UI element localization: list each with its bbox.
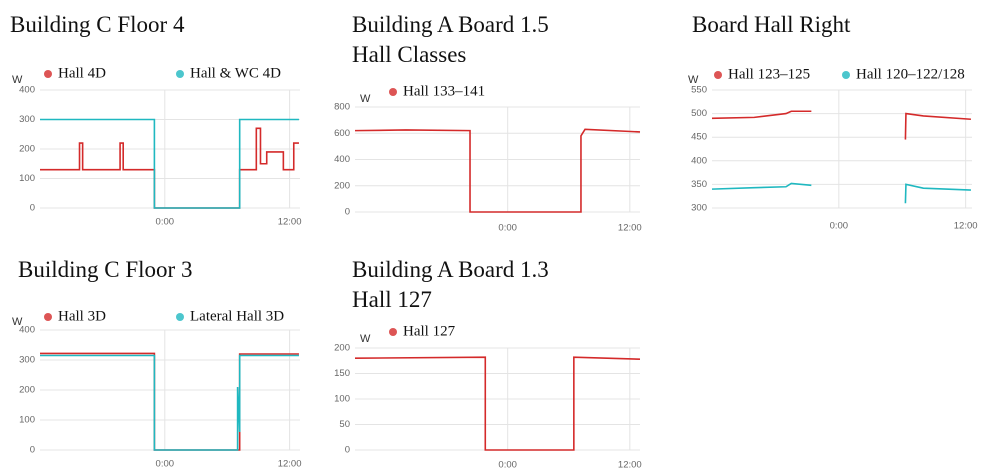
y-tick-label: 500 (691, 108, 707, 119)
line (40, 354, 299, 451)
y-tick-label: 600 (334, 128, 350, 139)
line (354, 128, 641, 213)
line (40, 127, 299, 209)
y-tick-label: 200 (334, 343, 350, 354)
y-tick-label: 300 (19, 355, 35, 366)
legend-label: Hall 120–122/128 (856, 66, 965, 82)
x-tick-label: 12:00 (278, 459, 302, 470)
y-axis-label: W (688, 74, 699, 86)
y-tick-label: 0 (345, 207, 350, 218)
chart-title: Building C Floor 4 (10, 12, 185, 37)
y-axis-label: W (360, 93, 371, 105)
line (904, 183, 971, 204)
y-tick-label: 350 (691, 179, 707, 190)
y-tick-label: 300 (691, 203, 707, 214)
y-tick-label: 200 (19, 385, 35, 396)
y-tick-label: 0 (345, 445, 350, 456)
x-tick-label: 0:00 (498, 223, 517, 234)
legend-marker (44, 70, 52, 78)
chart-title: Building A Board 1.3 Hall 127 (352, 257, 549, 312)
y-axis-label: W (360, 333, 371, 345)
y-tick-label: 50 (339, 419, 350, 430)
chart-title: Building C Floor 3 (18, 257, 193, 282)
y-tick-label: 0 (30, 445, 35, 456)
line (711, 182, 812, 190)
y-tick-label: 0 (30, 203, 35, 214)
legend-marker (389, 88, 397, 96)
line (354, 356, 641, 451)
x-tick-label: 12:00 (618, 223, 642, 234)
legend-label: Hall 3D (58, 308, 106, 324)
y-tick-label: 100 (19, 415, 35, 426)
y-tick-label: 400 (334, 154, 350, 165)
y-tick-label: 550 (691, 85, 707, 96)
legend-label: Hall & WC 4D (190, 65, 281, 81)
y-tick-label: 400 (19, 325, 35, 336)
y-tick-label: 200 (334, 180, 350, 191)
legend-marker (176, 70, 184, 78)
y-tick-label: 100 (334, 394, 350, 405)
x-tick-label: 12:00 (278, 217, 302, 228)
y-axis-label: W (12, 316, 23, 328)
line (40, 118, 299, 209)
x-tick-label: 0:00 (156, 217, 175, 228)
legend-marker (842, 71, 850, 79)
y-tick-label: 400 (691, 155, 707, 166)
legend-label: Hall 133–141 (403, 83, 485, 99)
y-tick-label: 300 (19, 114, 35, 125)
legend-label: Lateral Hall 3D (190, 308, 284, 324)
legend-marker (44, 313, 52, 321)
chart-title: Board Hall Right (692, 12, 851, 37)
y-tick-label: 100 (19, 173, 35, 184)
legend-label: Hall 123–125 (728, 66, 810, 82)
legend-marker (176, 313, 184, 321)
x-tick-label: 12:00 (954, 221, 978, 232)
legend-label: Hall 127 (403, 323, 456, 339)
legend-marker (714, 71, 722, 79)
legend-label: Hall 4D (58, 65, 106, 81)
chart-title: Building A Board 1.5 Hall Classes (352, 12, 549, 67)
y-tick-label: 200 (19, 144, 35, 155)
y-axis-label: W (12, 74, 23, 86)
x-tick-label: 0:00 (830, 221, 849, 232)
line (40, 352, 299, 451)
x-tick-label: 0:00 (498, 460, 517, 470)
y-tick-label: 150 (334, 368, 350, 379)
y-tick-label: 400 (19, 85, 35, 96)
legend-marker (389, 328, 397, 336)
x-tick-label: 12:00 (618, 460, 642, 470)
line (711, 110, 812, 120)
x-tick-label: 0:00 (156, 459, 175, 470)
y-tick-label: 800 (334, 102, 350, 113)
y-tick-label: 450 (691, 132, 707, 143)
line (904, 112, 971, 140)
